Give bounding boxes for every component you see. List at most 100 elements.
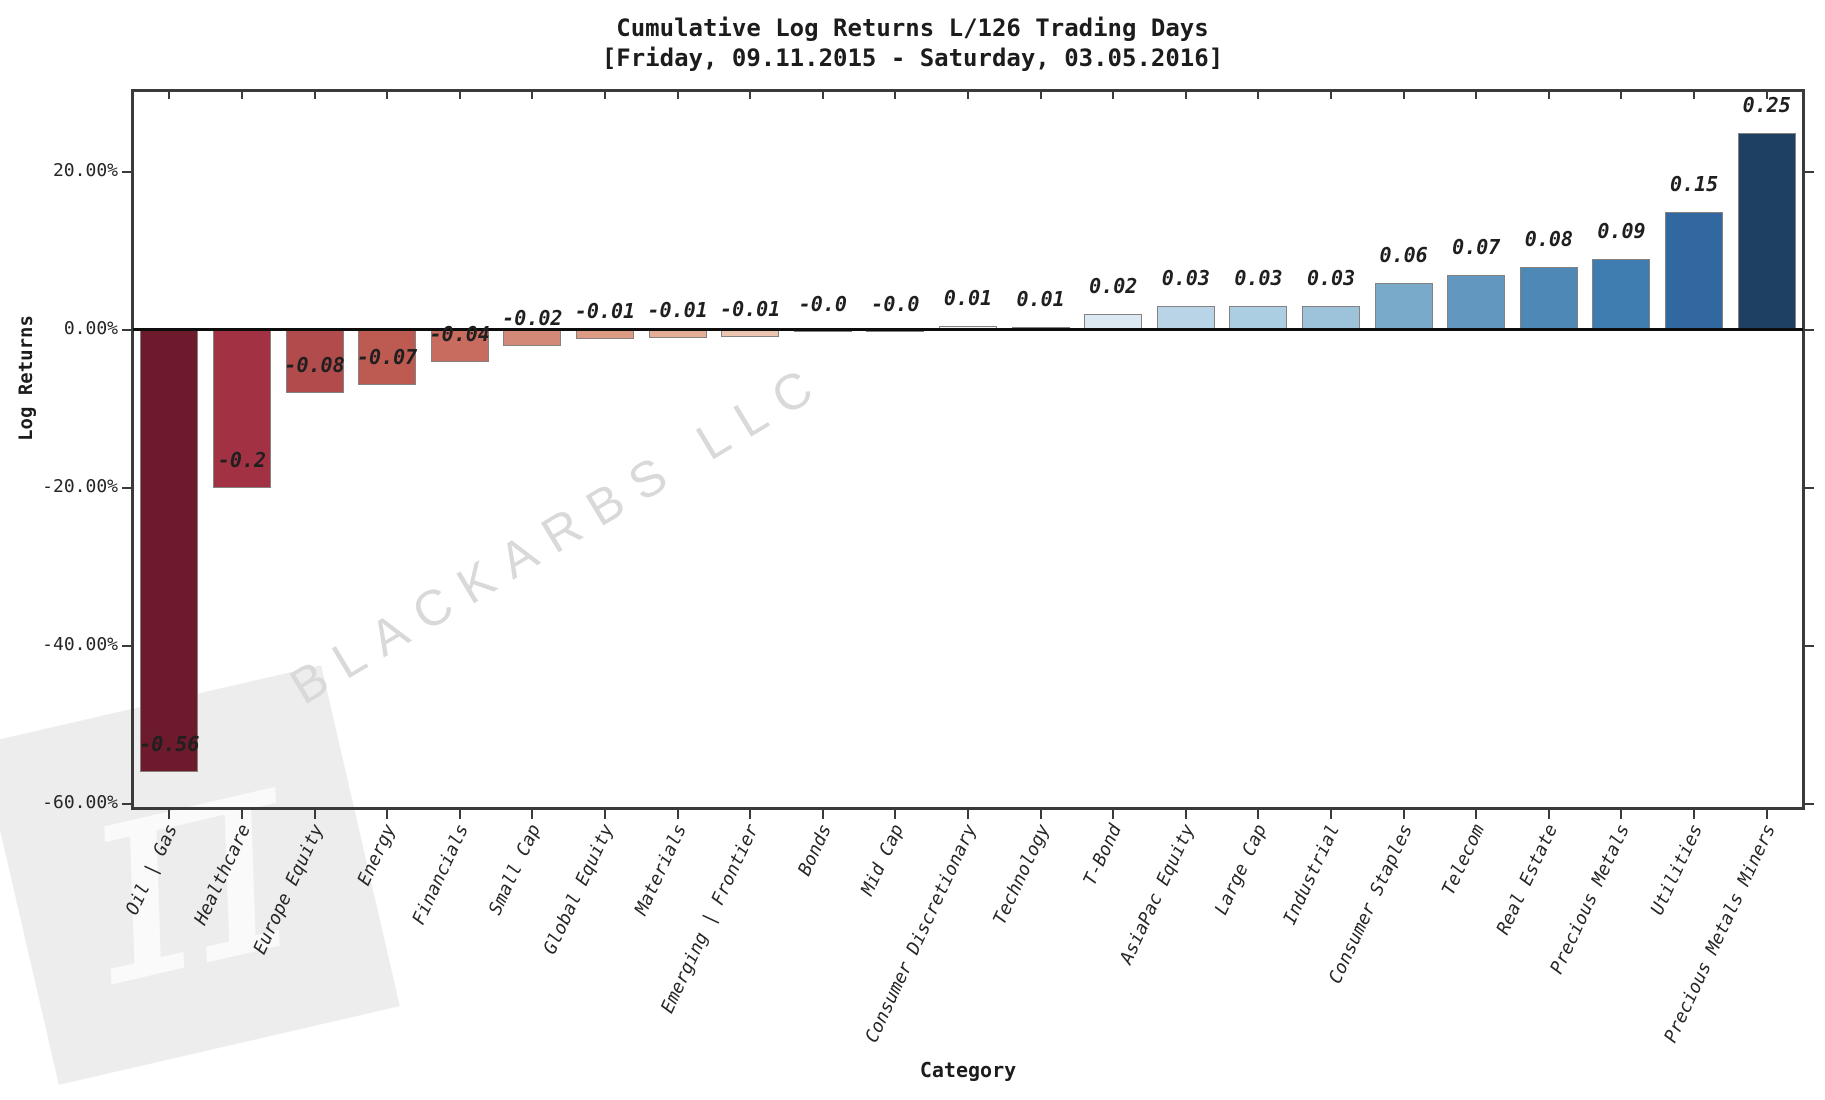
bar-europe-equity	[285, 330, 344, 394]
bar-large-cap	[1229, 306, 1288, 330]
bar-value-label: -0.08	[284, 353, 345, 378]
x-tick-mark-bottom	[676, 810, 679, 819]
bar-emerging-frontier	[721, 330, 780, 338]
x-tick-mark-bottom	[821, 810, 824, 819]
x-tick-label: Real Estate	[1492, 821, 1562, 938]
bar-precious-metals-miners	[1737, 132, 1796, 330]
y-tick-mark-left	[122, 645, 131, 647]
x-tick-label: Financials	[407, 821, 473, 929]
x-tick-mark-top	[603, 92, 606, 99]
bar-value-label: -0.0	[798, 292, 847, 317]
bar-value-label: -0.0	[871, 292, 920, 316]
x-tick-mark-top	[168, 92, 171, 99]
x-tick-mark-top	[1330, 92, 1333, 99]
x-tick-mark-bottom	[168, 810, 171, 819]
bar-asiapac-equity	[1156, 306, 1215, 330]
y-tick-mark-right	[1805, 645, 1814, 647]
x-tick-mark-top	[1039, 92, 1042, 99]
bar-value-label: 0.06	[1379, 242, 1428, 267]
x-tick-mark-bottom	[1184, 810, 1187, 819]
bar-consumer-staples	[1374, 282, 1433, 330]
x-tick-mark-top	[1402, 92, 1405, 99]
bar-small-cap	[503, 330, 562, 346]
x-tick-mark-top	[1257, 92, 1260, 99]
x-tick-mark-bottom	[967, 810, 969, 819]
spine-bottom	[131, 807, 1805, 810]
x-tick-mark-top	[1112, 92, 1115, 99]
bar-energy	[358, 330, 417, 386]
x-tick-label: Materials	[630, 821, 691, 919]
bar-value-label: -0.2	[217, 448, 266, 472]
x-tick-mark-top	[1620, 92, 1623, 99]
x-tick-mark-bottom	[749, 810, 752, 819]
x-axis-label: Category	[919, 1058, 1017, 1082]
bar-real-estate	[1519, 266, 1578, 330]
y-tick-mark-right	[1805, 487, 1814, 489]
x-tick-mark-bottom	[313, 810, 316, 819]
x-tick-mark-bottom	[1330, 810, 1333, 819]
x-tick-label: Utilities	[1646, 821, 1708, 919]
bar-value-label: -0.01	[574, 298, 636, 323]
x-tick-mark-bottom	[1257, 810, 1260, 819]
x-tick-mark-top	[1765, 92, 1768, 99]
x-tick-mark-bottom	[1112, 810, 1115, 819]
x-tick-label: Consumer Staples	[1324, 821, 1417, 988]
watermark-text: BLACKARBS LLC	[280, 350, 836, 716]
x-tick-label: Mid Cap	[857, 821, 909, 899]
bar-value-label: 0.07	[1452, 234, 1501, 259]
bar-value-label: 0.09	[1597, 218, 1646, 243]
bar-materials	[648, 330, 707, 338]
x-tick-mark-top	[386, 92, 389, 99]
bar-value-label: -0.04	[429, 321, 490, 346]
y-tick-mark-left	[122, 803, 131, 805]
y-tick-label: -20.00%	[42, 476, 118, 497]
x-tick-label: Small Cap	[485, 821, 546, 919]
x-tick-mark-bottom	[1475, 810, 1478, 819]
x-tick-label: Large Cap	[1211, 821, 1272, 919]
x-tick-mark-top	[240, 92, 243, 99]
x-tick-mark-top	[894, 92, 897, 99]
zero-baseline	[133, 328, 1803, 331]
y-tick-mark-left	[122, 487, 131, 489]
bar-value-label: 0.08	[1524, 226, 1573, 251]
x-tick-mark-bottom	[894, 810, 897, 819]
x-tick-mark-bottom	[603, 810, 606, 819]
x-tick-label: Bonds	[793, 821, 836, 879]
x-tick-label: Industrial	[1279, 821, 1345, 929]
x-tick-mark-bottom	[531, 810, 534, 819]
bar-healthcare	[212, 330, 271, 488]
x-tick-mark-bottom	[1693, 810, 1696, 819]
y-axis-label: Log Returns	[15, 315, 37, 441]
x-tick-label: Telecom	[1438, 821, 1490, 899]
x-tick-label: Global Equity	[539, 821, 618, 958]
watermark-logo-square: π	[0, 665, 400, 1085]
bar-value-label: 0.03	[1306, 265, 1356, 290]
y-tick-mark-right	[1805, 803, 1814, 805]
bar-value-label: -0.02	[502, 305, 563, 330]
chart-subtitle: [Friday, 09.11.2015 - Saturday, 03.05.20…	[601, 44, 1224, 72]
x-tick-mark-bottom	[1620, 810, 1623, 819]
x-tick-mark-top	[1693, 92, 1696, 99]
x-tick-label: Technology	[988, 821, 1054, 929]
bar-value-label: 0.02	[1089, 274, 1138, 299]
x-tick-mark-bottom	[1402, 810, 1405, 819]
bar-value-label: -0.56	[139, 732, 200, 757]
bar-value-label: 0.01	[1016, 286, 1065, 311]
bar-oil-gas	[140, 330, 199, 773]
x-tick-mark-top	[1475, 92, 1478, 99]
x-tick-mark-top	[313, 92, 316, 99]
y-tick-label: 0.00%	[63, 318, 118, 339]
bar-value-label: 0.03	[1161, 266, 1210, 291]
x-tick-mark-bottom	[458, 810, 461, 819]
x-tick-label: T-Bond	[1079, 821, 1127, 889]
bar-value-label: 0.03	[1234, 266, 1283, 291]
x-tick-mark-bottom	[1039, 810, 1042, 819]
x-tick-mark-top	[1547, 92, 1550, 99]
x-tick-mark-top	[458, 92, 461, 99]
bar-telecom	[1447, 274, 1506, 330]
y-tick-mark-right	[1805, 171, 1814, 173]
x-tick-mark-bottom	[1547, 810, 1550, 819]
bar-value-label: -0.01	[720, 297, 781, 322]
bar-value-label: -0.01	[647, 297, 708, 322]
